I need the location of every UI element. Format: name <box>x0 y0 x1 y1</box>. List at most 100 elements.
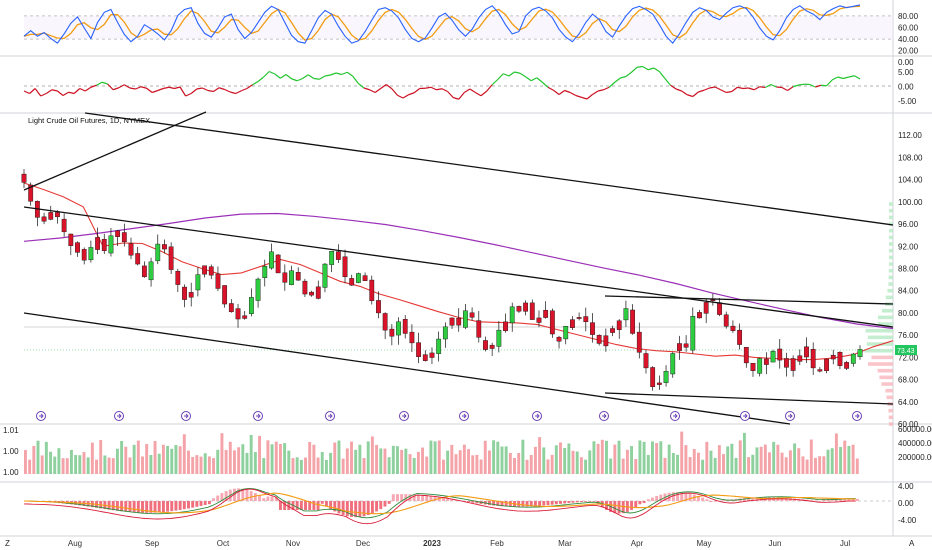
volume-bar <box>605 440 608 474</box>
candle-body <box>115 230 121 237</box>
macd-histogram-bar <box>320 501 324 504</box>
candle-body <box>790 358 796 371</box>
momentum-segment <box>408 92 415 96</box>
candle-body <box>95 237 100 250</box>
candle-body <box>81 249 87 261</box>
momentum-segment <box>296 77 303 82</box>
candle-body <box>563 326 569 340</box>
price-axis-tick-label: 64.00 <box>898 398 919 407</box>
volume-bar <box>772 441 776 474</box>
macd-histogram-bar <box>266 496 270 501</box>
volume-bar <box>688 457 692 474</box>
momentum-segment <box>541 81 549 88</box>
macd-histogram-bar <box>571 501 575 503</box>
volume-bar <box>768 452 771 474</box>
momentum-segment <box>703 87 710 91</box>
volume-bar <box>847 445 851 474</box>
corner-label-right[interactable]: A <box>909 539 915 548</box>
corner-label-left[interactable]: Z <box>5 539 10 548</box>
month-label: Dec <box>356 539 370 548</box>
macd-histogram-bar <box>358 501 362 517</box>
macd-histogram-bar <box>496 501 500 506</box>
volume-axis-tick-label: 200000.00 <box>898 453 932 462</box>
candle-body <box>556 336 562 342</box>
macd-histogram-bar <box>253 493 257 501</box>
macd-histogram-bar <box>747 497 751 501</box>
momentum-segment <box>770 83 777 88</box>
volume-bar <box>266 440 270 474</box>
volume-bar <box>429 440 433 474</box>
macd-histogram-bar <box>680 492 684 501</box>
momentum-segment <box>458 92 465 100</box>
macd-histogram-bar <box>546 501 550 506</box>
macd-histogram-bar <box>454 499 458 501</box>
macd-histogram-bar <box>421 495 425 501</box>
macd-histogram-bar <box>504 501 508 507</box>
candle-body <box>202 265 207 275</box>
momentum-segment <box>163 86 170 90</box>
volume-bar <box>379 448 383 474</box>
event-arrow-icon <box>402 413 407 419</box>
volume-profile-bar <box>865 328 893 333</box>
momentum-segment <box>558 90 565 95</box>
volume-bar <box>270 444 274 474</box>
candle-body <box>650 367 656 387</box>
momentum-segment <box>118 84 125 89</box>
volume-bar <box>579 457 583 474</box>
volume-bar <box>329 452 333 474</box>
momentum-segment <box>280 74 287 79</box>
momentum-segment <box>759 86 766 89</box>
momentum-segment <box>854 75 861 80</box>
volume-bar <box>780 452 784 474</box>
momentum-segment <box>302 74 309 79</box>
volume-bar <box>717 445 721 474</box>
macd-histogram-bar <box>375 501 379 512</box>
macd-histogram-bar <box>429 495 433 501</box>
volume-bar <box>575 451 579 474</box>
volume-profile <box>864 202 893 426</box>
volume-profile-bar <box>866 342 893 346</box>
volume-bar <box>95 459 98 474</box>
momentum-segment <box>84 86 92 92</box>
month-label: Sep <box>145 539 160 548</box>
volume-profile-bar <box>868 362 893 366</box>
candle-body <box>128 243 134 256</box>
momentum-segment <box>698 89 705 93</box>
candle-body <box>369 279 375 301</box>
macd-histogram-bar <box>345 501 349 517</box>
volume-bar <box>450 444 454 474</box>
volume-bar <box>170 448 174 474</box>
macd-histogram-bar <box>701 497 705 501</box>
last-price-tag-box <box>895 345 917 355</box>
volume-bar <box>416 451 420 474</box>
stochastic-d-line <box>23 5 861 41</box>
volume-profile-bar <box>888 242 893 246</box>
volume-bar <box>274 441 278 474</box>
volume-bar <box>830 448 834 474</box>
volume-bar <box>287 450 291 474</box>
volume-left-tick-label: 1.00 <box>3 468 19 477</box>
macd-histogram-bar <box>809 500 813 501</box>
volume-bar <box>354 449 358 474</box>
volume-bar <box>550 454 554 474</box>
volume-bar <box>383 448 387 474</box>
candle-body <box>436 338 442 354</box>
stoch-axis-tick-label: 0.00 <box>898 58 914 67</box>
volume-profile-bar <box>888 228 893 233</box>
volume-bar <box>659 441 663 474</box>
candle-body <box>101 238 107 251</box>
trend-line-lower-channel <box>23 312 791 425</box>
candle-body <box>777 348 783 361</box>
macd-histogram-bar <box>755 497 759 501</box>
momentum-segment <box>737 86 744 90</box>
macd-histogram-bar <box>141 501 144 513</box>
volume-bar <box>529 455 533 474</box>
candle-body <box>342 256 348 278</box>
macd-histogram-bar <box>203 501 207 506</box>
macd-histogram-bar <box>329 501 333 510</box>
price-axis-tick-label: 96.00 <box>898 220 919 229</box>
volume-bar <box>295 457 299 474</box>
volume-bar <box>630 446 634 474</box>
volume-bar <box>24 450 27 474</box>
last-price-tag: 73.43 <box>895 345 917 355</box>
